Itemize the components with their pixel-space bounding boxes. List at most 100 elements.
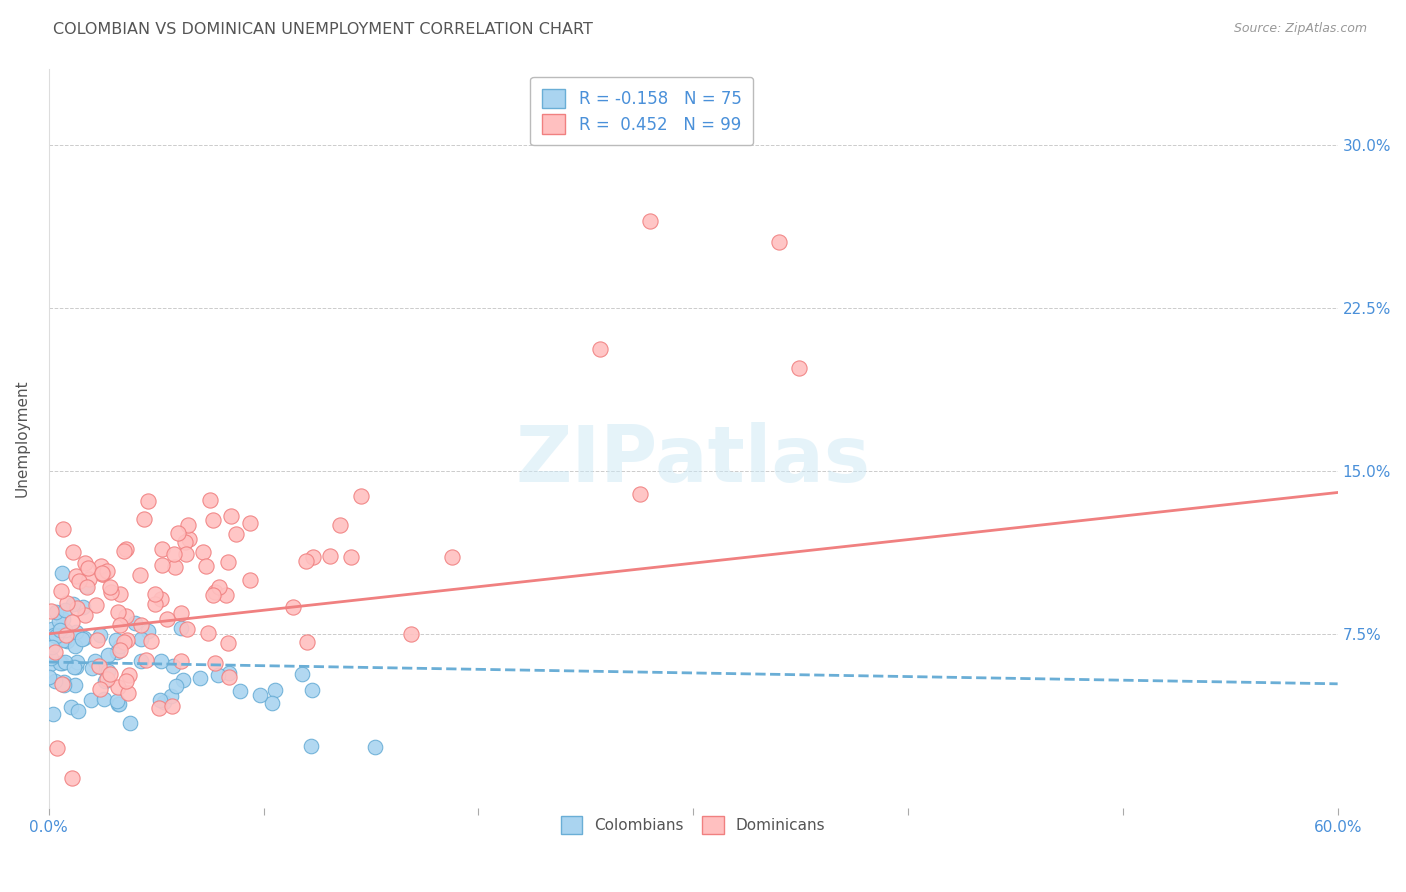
Point <box>91 661 114 675</box>
Point <box>174 547 197 561</box>
Point <box>52 522 75 536</box>
Point <box>129 618 152 632</box>
Point <box>160 699 183 714</box>
Point <box>65 659 87 673</box>
Point <box>52 675 75 690</box>
Point <box>204 656 226 670</box>
Point <box>108 587 131 601</box>
Point <box>163 548 186 562</box>
Point <box>89 628 111 642</box>
Point <box>76 580 98 594</box>
Point <box>53 655 76 669</box>
Point <box>169 654 191 668</box>
Point <box>170 622 193 636</box>
Point <box>219 509 242 524</box>
Point <box>97 665 120 679</box>
Point <box>45 629 67 643</box>
Point <box>202 513 225 527</box>
Point <box>86 632 108 647</box>
Point <box>115 608 138 623</box>
Point <box>60 699 83 714</box>
Point <box>177 517 200 532</box>
Point <box>131 632 153 646</box>
Text: COLOMBIAN VS DOMINICAN UNEMPLOYMENT CORRELATION CHART: COLOMBIAN VS DOMINICAN UNEMPLOYMENT CORR… <box>53 22 593 37</box>
Point <box>70 632 93 647</box>
Point <box>55 634 77 648</box>
Point <box>67 574 90 589</box>
Point <box>39 657 62 672</box>
Text: Source: ZipAtlas.com: Source: ZipAtlas.com <box>1233 22 1367 36</box>
Point <box>55 628 77 642</box>
Point <box>80 693 103 707</box>
Point <box>165 679 187 693</box>
Point <box>90 559 112 574</box>
Point <box>295 554 318 568</box>
Point <box>129 654 152 668</box>
Point <box>225 526 247 541</box>
Point <box>51 566 73 580</box>
Point <box>108 697 131 711</box>
Point <box>105 694 128 708</box>
Point <box>166 526 188 541</box>
Point <box>48 614 70 628</box>
Point <box>41 650 63 665</box>
Point <box>114 541 136 556</box>
Point <box>249 688 271 702</box>
Point <box>105 645 128 659</box>
Point <box>207 668 229 682</box>
Point <box>149 693 172 707</box>
Point <box>45 606 67 620</box>
Point <box>120 716 142 731</box>
Point <box>174 534 197 549</box>
Point <box>117 686 139 700</box>
Point <box>55 596 77 610</box>
Point <box>112 635 135 649</box>
Point <box>60 771 83 785</box>
Point <box>105 633 128 648</box>
Point <box>55 602 77 616</box>
Point <box>76 561 98 575</box>
Point <box>62 660 84 674</box>
Point <box>73 608 96 623</box>
Point <box>156 612 179 626</box>
Point <box>217 636 239 650</box>
Point <box>46 740 69 755</box>
Point <box>62 597 84 611</box>
Point <box>49 624 72 638</box>
Point <box>218 670 240 684</box>
Point <box>149 591 172 606</box>
Point <box>65 624 87 639</box>
Point <box>73 631 96 645</box>
Point <box>399 627 422 641</box>
Point <box>129 568 152 582</box>
Point <box>202 588 225 602</box>
Point <box>150 542 173 557</box>
Point <box>143 597 166 611</box>
Point <box>107 697 129 711</box>
Point <box>638 213 661 227</box>
Point <box>44 644 66 658</box>
Point <box>148 701 170 715</box>
Point <box>239 516 262 530</box>
Point <box>350 489 373 503</box>
Point <box>107 680 129 694</box>
Point <box>66 601 89 615</box>
Point <box>295 635 318 649</box>
Point <box>93 692 115 706</box>
Point <box>159 689 181 703</box>
Point <box>98 580 121 594</box>
Legend: Colombians, Dominicans: Colombians, Dominicans <box>550 805 837 845</box>
Point <box>262 696 284 710</box>
Point <box>153 695 176 709</box>
Point <box>107 605 129 619</box>
Point <box>340 549 363 564</box>
Point <box>115 673 138 688</box>
Point <box>170 606 193 620</box>
Point <box>188 671 211 685</box>
Point <box>73 556 96 570</box>
Point <box>218 665 240 680</box>
Point <box>91 566 114 580</box>
Point <box>291 666 314 681</box>
Point <box>217 555 239 569</box>
Point <box>52 612 75 626</box>
